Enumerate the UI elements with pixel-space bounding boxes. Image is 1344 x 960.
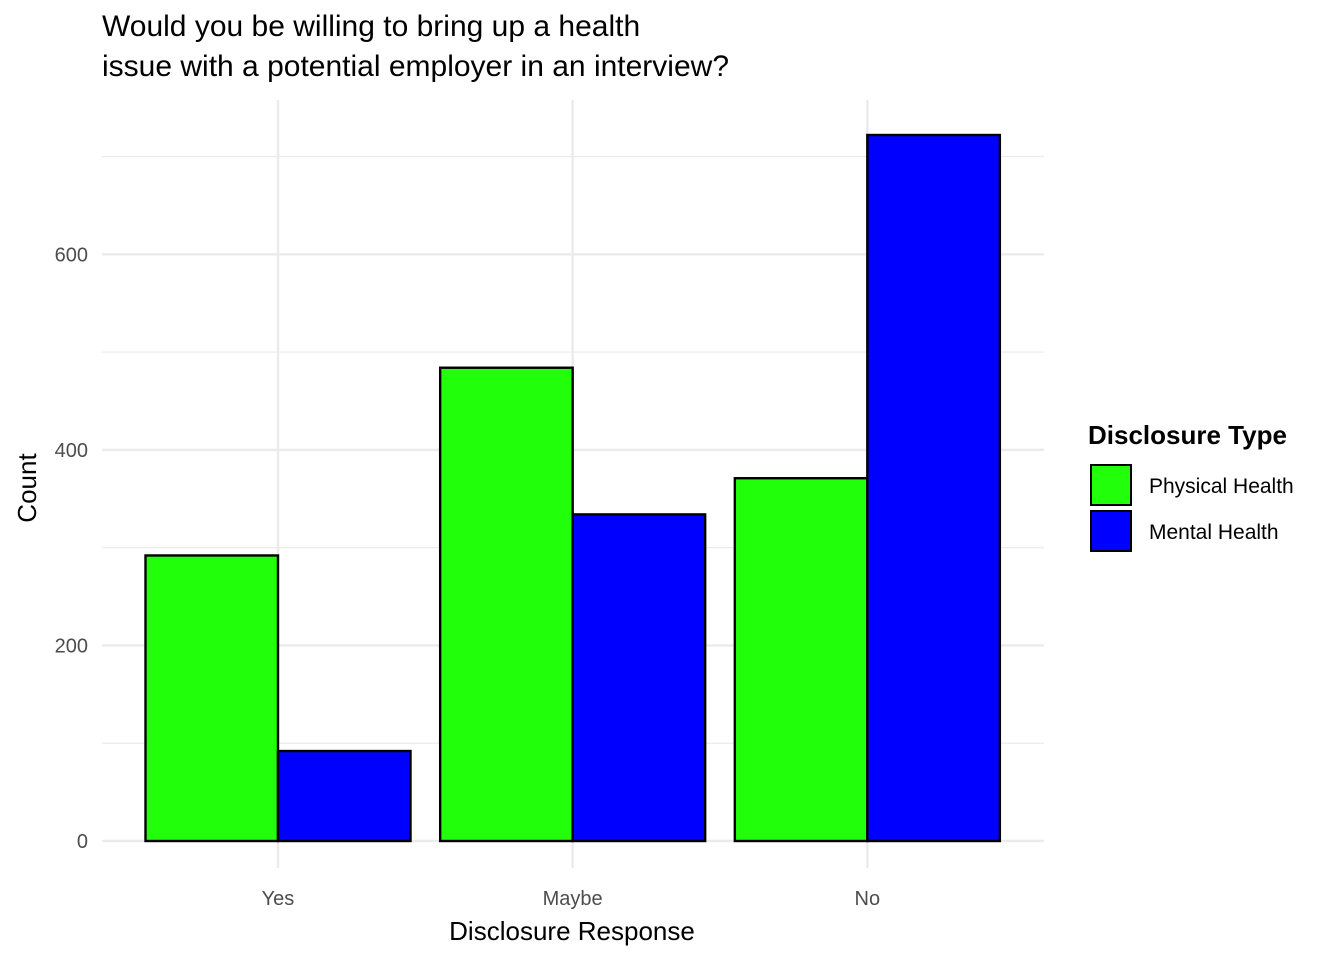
- x-axis-title: Disclosure Response: [449, 916, 695, 946]
- y-tick-label: 600: [55, 244, 88, 266]
- x-tick-label: Yes: [262, 888, 295, 910]
- bar-mental-health-maybe: [571, 513, 707, 843]
- legend-label-physical-health: Physical Health: [1149, 475, 1294, 498]
- bar-mental-health-no: [866, 133, 1002, 843]
- bar-physical-health-maybe: [438, 366, 574, 843]
- chart-title-line-1: Would you be willing to bring up a healt…: [102, 10, 641, 43]
- bar-mental-health-yes: [276, 749, 412, 843]
- legend-key-physical-health: [1090, 464, 1132, 506]
- x-tick-label: No: [855, 888, 881, 910]
- legend-key-mental-health: [1090, 510, 1132, 552]
- legend-title: Disclosure Type: [1088, 420, 1287, 450]
- chart-title-line-2: issue with a potential employer in an in…: [102, 50, 729, 83]
- bar-physical-health-yes: [144, 554, 280, 843]
- y-tick-label: 400: [55, 440, 88, 462]
- legend-label-mental-health: Mental Health: [1149, 521, 1279, 544]
- y-tick-label: 0: [77, 831, 88, 853]
- bar-physical-health-no: [733, 477, 869, 843]
- x-tick-label: Maybe: [543, 888, 603, 910]
- y-tick-label: 200: [55, 635, 88, 657]
- y-axis-title: Count: [12, 453, 42, 523]
